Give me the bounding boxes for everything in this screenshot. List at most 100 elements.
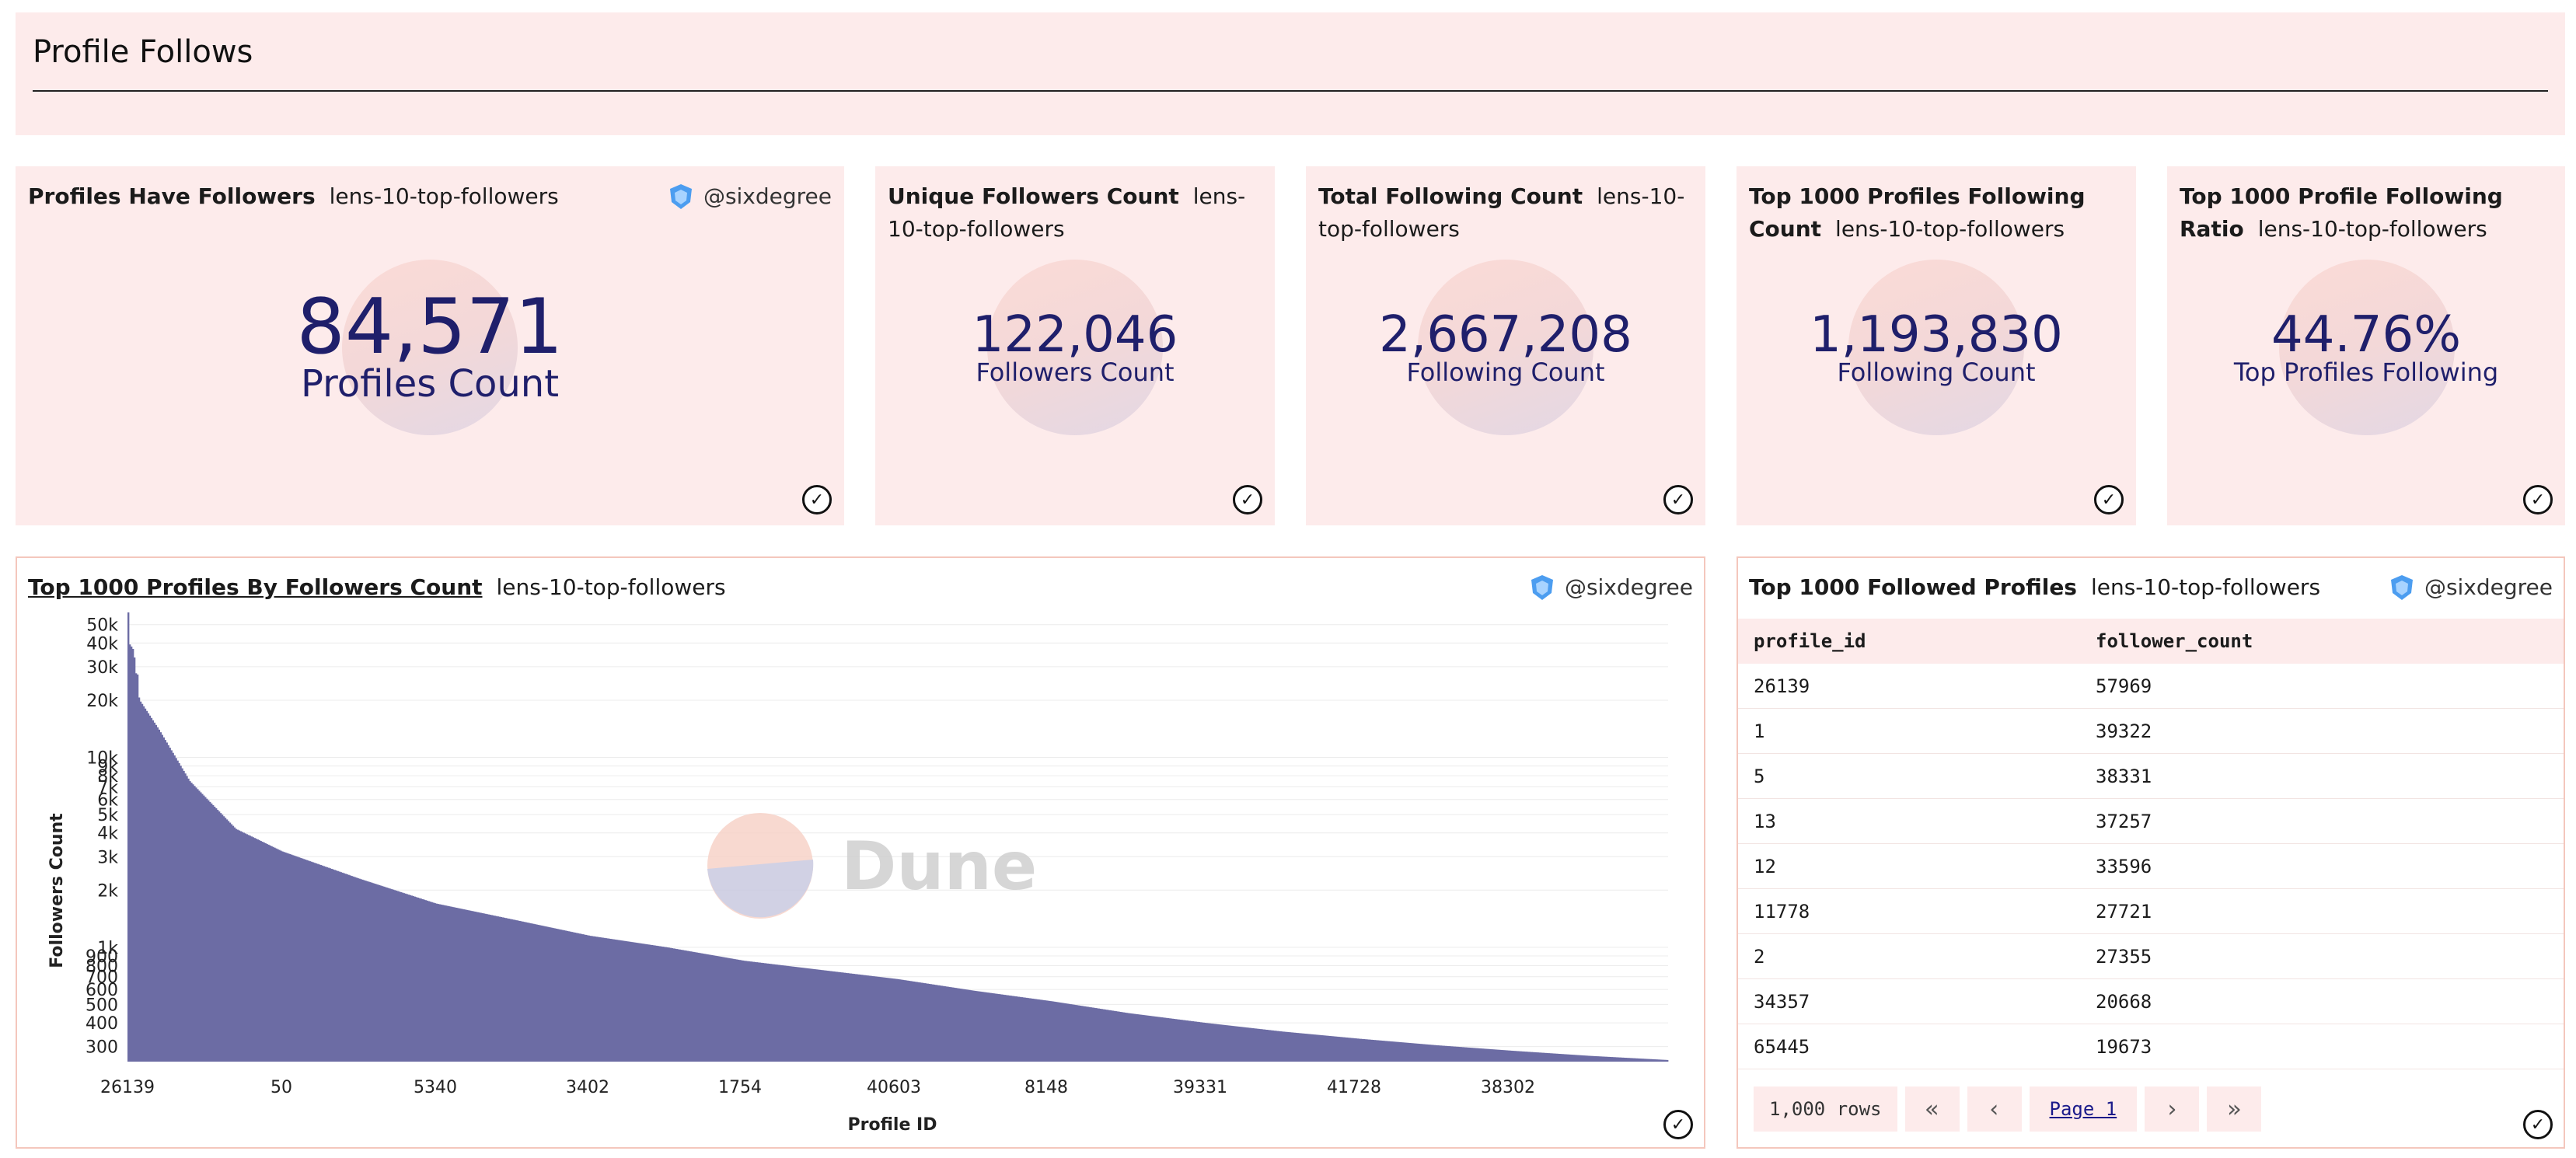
chart-bar[interactable] [253, 838, 256, 1062]
chart-bar[interactable] [1159, 1017, 1162, 1062]
chart-bar[interactable] [127, 612, 130, 1062]
chart-bar[interactable] [1176, 1019, 1179, 1062]
chart-bar[interactable] [928, 983, 931, 1062]
chart-bar[interactable] [766, 963, 769, 1062]
chart-bar[interactable] [592, 936, 595, 1062]
chart-bar[interactable] [983, 992, 986, 1062]
chart-bar[interactable] [1372, 1040, 1374, 1062]
chart-bar[interactable] [355, 877, 358, 1062]
chart-bar[interactable] [1576, 1055, 1578, 1062]
chart-bar[interactable] [169, 748, 171, 1062]
chart-bar[interactable] [1007, 995, 1010, 1062]
chart-bar[interactable] [716, 956, 718, 1062]
chart-bar[interactable] [1195, 1021, 1197, 1062]
chart-bar[interactable] [504, 918, 507, 1062]
chart-bar[interactable] [341, 872, 344, 1062]
chart-bar[interactable] [969, 989, 971, 1062]
chart-bar[interactable] [1557, 1053, 1559, 1062]
chart-bar[interactable] [727, 957, 729, 1062]
chart-bar[interactable] [1067, 1003, 1070, 1062]
chart-bar[interactable] [1435, 1045, 1438, 1062]
chart-bar[interactable] [1240, 1027, 1242, 1062]
chart-bar[interactable] [722, 957, 724, 1062]
chart-bar[interactable] [483, 913, 486, 1062]
chart-bar[interactable] [1352, 1038, 1355, 1062]
chart-bar[interactable] [771, 964, 773, 1062]
chart-bar[interactable] [566, 930, 569, 1062]
check-icon[interactable]: ✓ [2523, 485, 2553, 514]
chart-bar[interactable] [558, 929, 561, 1062]
chart-bar[interactable] [324, 867, 327, 1062]
chart-bar[interactable] [384, 887, 387, 1062]
chart-bar[interactable] [1482, 1048, 1484, 1062]
chart-bar[interactable] [1063, 1003, 1065, 1062]
chart-bar[interactable] [567, 931, 571, 1062]
chart-bar[interactable] [1287, 1031, 1290, 1062]
chart-bar[interactable] [351, 876, 353, 1062]
chart-bar[interactable] [1614, 1057, 1617, 1062]
chart-bar[interactable] [347, 874, 350, 1062]
chart-bar[interactable] [791, 966, 794, 1062]
chart-bar[interactable] [443, 905, 445, 1062]
chart-bar[interactable] [812, 968, 814, 1062]
chart-bar[interactable] [1292, 1032, 1294, 1062]
first-page-icon[interactable]: « [1904, 1086, 1960, 1132]
chart-bar[interactable] [1112, 1010, 1114, 1062]
chart-bar[interactable] [631, 942, 634, 1062]
chart-bar[interactable] [751, 961, 754, 1062]
chart-bar[interactable] [406, 894, 409, 1062]
chart-bar[interactable] [1378, 1040, 1380, 1062]
chart-bar[interactable] [1374, 1040, 1376, 1062]
chart-bar[interactable] [1124, 1012, 1126, 1062]
chart-bar[interactable] [164, 740, 166, 1062]
chart-bar[interactable] [495, 916, 498, 1062]
chart-bar[interactable] [696, 952, 698, 1062]
chart-bar[interactable] [148, 715, 152, 1062]
chart-bar[interactable] [366, 881, 368, 1062]
chart-bar[interactable] [976, 991, 979, 1062]
chart-bar[interactable] [545, 926, 547, 1062]
chart-bar[interactable] [1620, 1057, 1622, 1062]
chart-bar[interactable] [578, 933, 581, 1062]
chart-bar[interactable] [346, 874, 348, 1062]
chart-bar[interactable] [1617, 1057, 1619, 1062]
chart-bar[interactable] [1076, 1005, 1079, 1062]
chart-bar[interactable] [1189, 1020, 1191, 1062]
chart-bar[interactable] [920, 982, 923, 1062]
counter-card-profiles[interactable]: Profiles Have Followers lens-10-top-follo… [16, 166, 844, 525]
chart-bar[interactable] [1600, 1056, 1603, 1062]
chart-bar[interactable] [647, 944, 651, 1062]
chart-bar[interactable] [1598, 1056, 1601, 1062]
chart-bar[interactable] [859, 975, 861, 1062]
chart-bar[interactable] [1132, 1013, 1134, 1062]
chart-bar[interactable] [1477, 1048, 1479, 1062]
chart-bar[interactable] [1080, 1006, 1084, 1062]
chart-bar[interactable] [1535, 1052, 1538, 1062]
chart-bar[interactable] [539, 925, 541, 1062]
chart-bar[interactable] [1088, 1006, 1091, 1062]
chart-bar[interactable] [1096, 1008, 1099, 1062]
chart-bar[interactable] [208, 800, 210, 1062]
chart-bar[interactable] [908, 981, 911, 1062]
chart-bar[interactable] [1590, 1055, 1593, 1062]
chart-bar[interactable] [636, 943, 638, 1062]
chart-bar[interactable] [272, 846, 274, 1062]
chart-bar[interactable] [1028, 998, 1031, 1062]
chart-bar[interactable] [1369, 1039, 1371, 1062]
chart-bar[interactable] [1454, 1046, 1456, 1062]
chart-bar[interactable] [679, 949, 681, 1062]
chart-bar[interactable] [1133, 1013, 1136, 1062]
chart-bar[interactable] [183, 770, 185, 1062]
chart-bar[interactable] [145, 710, 148, 1062]
panel-byline[interactable]: @sixdegree [2387, 572, 2553, 603]
chart-bar[interactable] [1612, 1057, 1615, 1062]
chart-bar[interactable] [885, 978, 888, 1062]
chart-bar[interactable] [316, 863, 319, 1062]
chart-bar[interactable] [215, 808, 218, 1062]
chart-bar[interactable] [1520, 1051, 1523, 1062]
chart-bar[interactable] [264, 842, 267, 1062]
chart-bar[interactable] [1654, 1059, 1656, 1062]
chart-bar[interactable] [850, 973, 852, 1062]
chart-bar[interactable] [1242, 1027, 1245, 1062]
chart-bar[interactable] [1187, 1020, 1189, 1062]
